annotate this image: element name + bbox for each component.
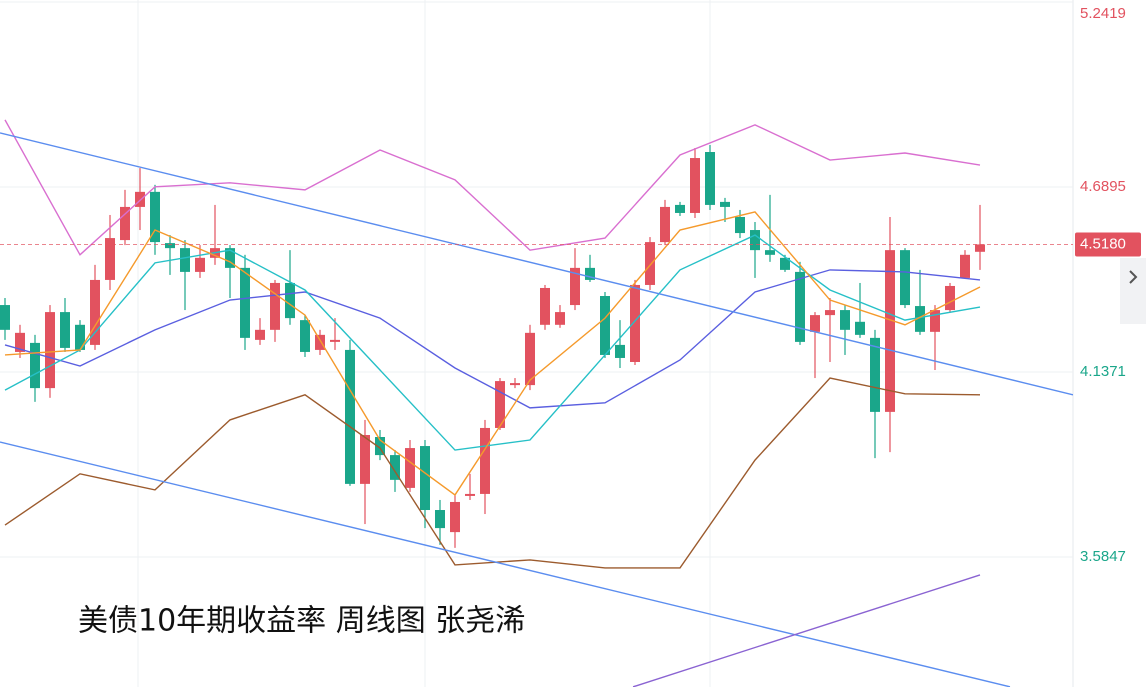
candle-body [825, 310, 835, 316]
overlay-line [4, 119, 981, 256]
candle-body [45, 312, 55, 389]
candle-body [135, 191, 145, 207]
last-price-box [1075, 232, 1141, 257]
candle-body [150, 191, 160, 243]
candle-body [315, 334, 325, 350]
candle-body [870, 337, 880, 412]
candle-body [105, 238, 115, 280]
last-price-label: 4.5180 [1080, 235, 1126, 252]
overlay-line [4, 269, 981, 409]
candle-body [885, 250, 895, 412]
candle-body [570, 267, 580, 306]
candle-body [90, 279, 100, 345]
candle-body [255, 329, 265, 340]
candle-body [420, 446, 430, 511]
candle-body [30, 342, 40, 389]
candle-body [300, 320, 310, 352]
candle-body [345, 349, 355, 484]
candle-body [855, 321, 865, 335]
candle-body [615, 344, 625, 358]
candle-body [225, 248, 235, 268]
candle-body [930, 310, 940, 332]
chart-title: 美债10年期收益率 周线图 张尧浠 [78, 604, 525, 639]
candle-body [660, 206, 670, 243]
candle-body [645, 242, 655, 285]
candle-body [735, 216, 745, 234]
candle-body [750, 230, 760, 251]
candle-body [240, 267, 250, 338]
y-tick-label: 4.6895 [1080, 178, 1126, 195]
candle-body [285, 282, 295, 319]
candle-body [915, 306, 925, 332]
candle-body [15, 332, 25, 352]
candle-body [405, 448, 415, 488]
y-tick-label: 4.1371 [1080, 363, 1126, 380]
side-toggle[interactable] [1120, 258, 1146, 324]
candle-body [810, 315, 820, 332]
candle-body [480, 427, 490, 494]
candle-body [840, 310, 850, 330]
candle-body [495, 381, 505, 428]
candle-body [705, 152, 715, 205]
candle-body [75, 324, 85, 350]
candle-body [375, 437, 385, 456]
grid [0, 1, 1073, 558]
candle-body [555, 312, 565, 325]
candle-body [630, 284, 640, 362]
candle-body [330, 339, 340, 342]
candle-body [540, 287, 550, 325]
overlay-line [4, 377, 981, 569]
candle-body [525, 332, 535, 386]
overlay-line [632, 574, 981, 687]
candle-body [690, 158, 700, 213]
candle-body [975, 244, 985, 252]
y-axis: 5.2419 4.6895 4.1371 3.5847 4.5180 [1075, 5, 1141, 565]
candle-body [780, 257, 790, 270]
candle-body [180, 248, 190, 272]
candle-body [795, 271, 805, 342]
overlay-line [0, 132, 1073, 396]
overlay-line [0, 441, 1011, 687]
candle-body [165, 243, 175, 249]
candle-body [450, 501, 460, 533]
candle-body [675, 204, 685, 213]
plot-area [0, 119, 1073, 687]
candle-body [0, 305, 10, 330]
candle-body [900, 250, 910, 306]
candle-body [435, 510, 445, 529]
candle-body [720, 201, 730, 207]
side-toggle-arrow[interactable] [1129, 270, 1138, 284]
overlay-line [4, 234, 981, 451]
candle-body [360, 434, 370, 484]
candle-body [510, 383, 520, 386]
candle-body [270, 282, 280, 330]
candle-body [600, 296, 610, 355]
candle-body [195, 257, 205, 272]
candle-body [120, 206, 130, 241]
candle-body [390, 455, 400, 480]
y-tick-label: 3.5847 [1080, 548, 1126, 565]
y-tick-label: 5.2419 [1080, 5, 1126, 22]
candle-body [765, 250, 775, 255]
candle-body [960, 254, 970, 278]
candle-body [945, 285, 955, 311]
candle-body [465, 493, 475, 496]
candle-body [585, 267, 595, 280]
overlay-line [4, 211, 981, 496]
candle-body [60, 312, 70, 348]
